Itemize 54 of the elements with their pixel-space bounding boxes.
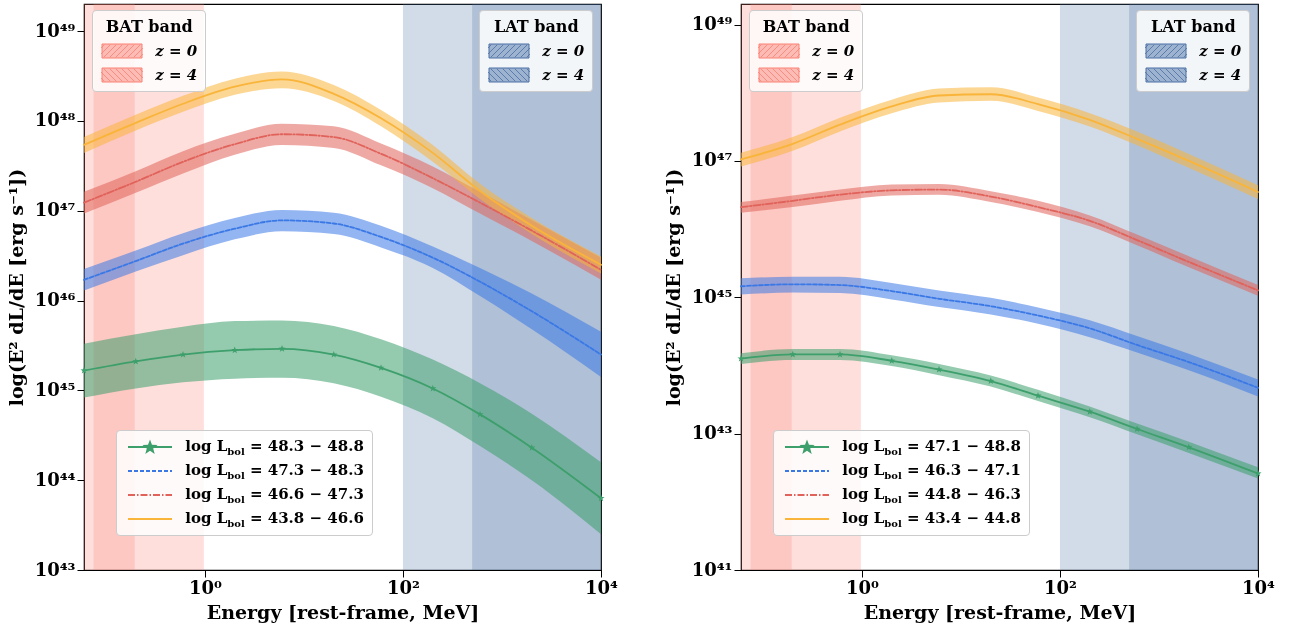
x-tick-label: 10⁴: [1242, 576, 1276, 598]
y-tick-label: 10⁴⁹: [691, 13, 733, 35]
point: [179, 350, 187, 358]
x-axis-title: Energy [rest-frame, MeV]: [206, 600, 480, 623]
legend-label: log L$_{bol}$ = 47.1 − 48.8: [842, 437, 1021, 458]
point: [80, 366, 88, 374]
band-label: z = 0: [812, 42, 855, 61]
x-tick-label: 10⁰: [189, 576, 223, 598]
point: [737, 354, 745, 362]
y-tick-label: 10⁴⁴: [34, 468, 76, 490]
x-tick-label: 10⁰: [846, 576, 880, 598]
band-label: z = 0: [542, 42, 585, 61]
y-tick-label: 10⁴⁷: [691, 149, 733, 171]
legend-label: log L$_{bol}$ = 46.3 − 47.1: [842, 461, 1021, 482]
y-tick-label: 10⁴⁸: [34, 109, 76, 131]
point: [836, 350, 844, 358]
y-tick-label: 10⁴⁵: [691, 285, 733, 307]
legend-label: log L$_{bol}$ = 48.3 − 48.8: [185, 437, 364, 458]
y-tick-label: 10⁴⁷: [34, 199, 76, 221]
x-tick-label: 10²: [387, 576, 420, 598]
point: [231, 346, 239, 354]
y-axis-title: log(E² dL/dE [erg s⁻¹]): [4, 168, 27, 407]
point: [1185, 443, 1193, 451]
x-tick-label: 10²: [1044, 576, 1077, 598]
annotation: LAT band: [1149, 16, 1237, 39]
legend-label: log L$_{bol}$ = 44.8 − 46.3: [842, 485, 1021, 506]
x-axis-title: Energy [rest-frame, MeV]: [863, 600, 1137, 623]
band-label: z = 4: [155, 66, 198, 85]
legend-label: log L$_{bol}$ = 46.6 − 47.3: [185, 485, 364, 506]
legend-label: log L$_{bol}$ = 43.4 − 44.8: [842, 509, 1021, 530]
legend-label: log L$_{bol}$ = 47.3 − 48.3: [185, 461, 364, 482]
point: [429, 384, 437, 392]
band-label: z = 4: [812, 66, 855, 85]
band-label: z = 0: [155, 42, 198, 61]
band-label: z = 4: [542, 66, 585, 85]
point: [330, 350, 338, 358]
annotation: LAT band: [492, 16, 580, 39]
y-tick-label: 10⁴³: [691, 422, 733, 444]
y-tick-label: 10⁴⁹: [34, 19, 76, 41]
band-label: z = 0: [1199, 42, 1242, 61]
y-tick-label: 10⁴⁵: [34, 378, 76, 400]
y-axis-title: log(E² dL/dE [erg s⁻¹]): [661, 168, 684, 407]
point: [987, 377, 995, 385]
legend-label: log L$_{bol}$ = 43.8 − 46.6: [185, 509, 364, 530]
x-tick-label: 10⁴: [585, 576, 619, 598]
point: [528, 443, 536, 451]
y-tick-label: 10⁴⁶: [34, 289, 76, 311]
annotation: BAT band: [761, 16, 851, 39]
band-label: z = 4: [1199, 66, 1242, 85]
point: [1086, 407, 1094, 415]
y-tick-label: 10⁴¹: [691, 558, 733, 580]
y-tick-label: 10⁴³: [34, 558, 76, 580]
annotation: BAT band: [104, 16, 194, 39]
point: [935, 365, 943, 373]
